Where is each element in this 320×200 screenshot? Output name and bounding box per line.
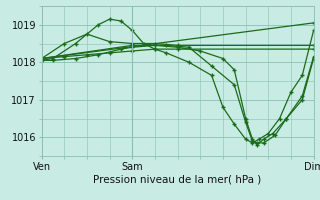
X-axis label: Pression niveau de la mer( hPa ): Pression niveau de la mer( hPa ) xyxy=(93,174,262,184)
